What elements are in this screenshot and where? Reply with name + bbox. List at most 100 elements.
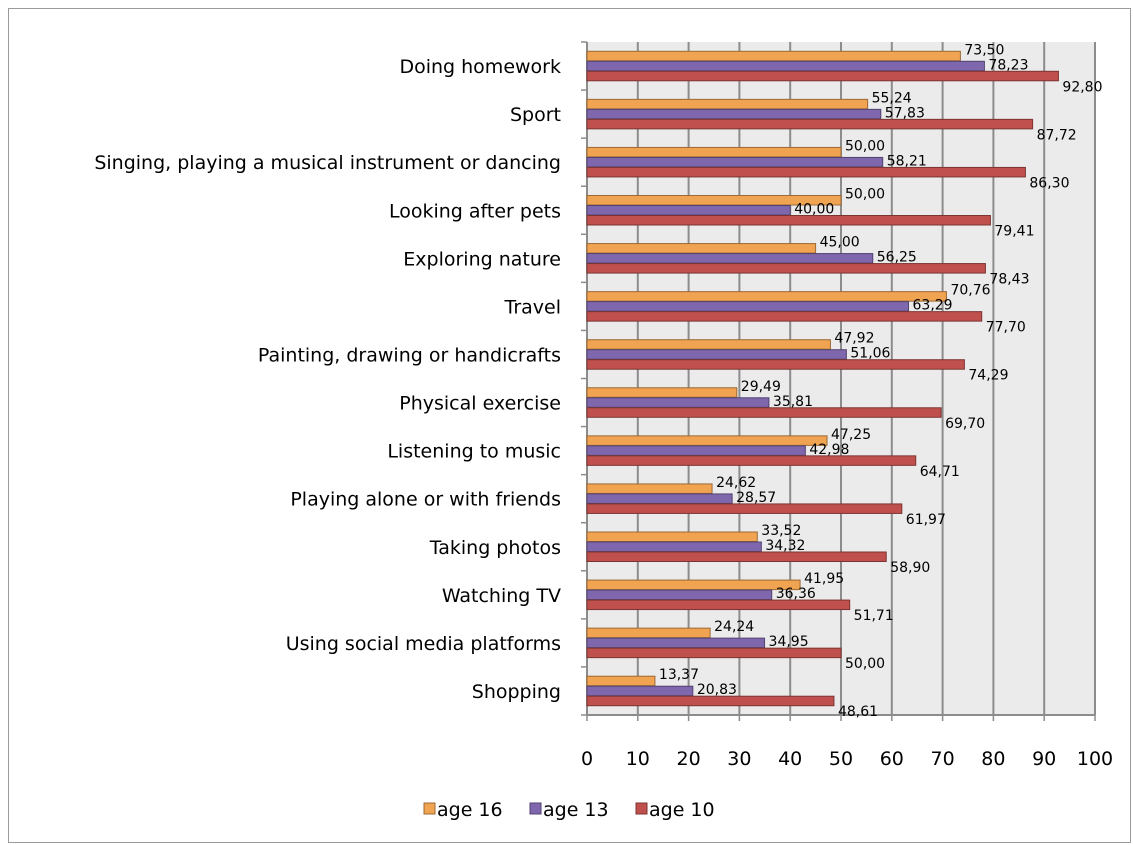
data-label: 51,06 <box>850 346 890 362</box>
category-label: Exploring nature <box>403 248 561 270</box>
bar-age-16 <box>586 339 831 350</box>
data-label: 13,37 <box>659 667 699 683</box>
bar-age-10 <box>586 70 1059 82</box>
category-label: Travel <box>504 296 561 318</box>
x-tick-label: 20 <box>677 748 701 770</box>
bar-age-10 <box>586 647 842 659</box>
category-label: Taking photos <box>429 537 561 559</box>
data-label: 64,71 <box>920 464 960 480</box>
category-label: Sport <box>510 104 561 126</box>
x-tick-label: 60 <box>880 748 904 770</box>
category-label: Doing homework <box>399 56 561 78</box>
bar-age-13 <box>586 397 770 408</box>
data-label: 57,83 <box>885 105 925 121</box>
bar-age-10 <box>586 599 851 611</box>
data-label: 92,80 <box>1062 79 1102 95</box>
bar-age-13 <box>586 60 985 72</box>
x-tick-label: 50 <box>829 748 853 770</box>
bar-age-13 <box>586 541 762 552</box>
bar-age-10 <box>586 695 835 707</box>
data-label: 51,71 <box>854 608 894 624</box>
bar-age-16 <box>586 50 961 62</box>
data-label: 69,70 <box>945 416 985 432</box>
bar-age-13 <box>586 637 766 649</box>
data-label: 56,25 <box>877 250 917 266</box>
x-tick-label: 70 <box>931 748 955 770</box>
bar-age-13 <box>586 445 806 456</box>
bar-age-10 <box>586 503 903 514</box>
data-label: 70,76 <box>950 283 990 299</box>
bar-age-13 <box>586 589 773 601</box>
data-label: 78,23 <box>988 57 1028 73</box>
data-label: 74,29 <box>968 368 1008 384</box>
data-label: 50,00 <box>845 187 885 203</box>
bar-age-13 <box>586 205 791 216</box>
bar-age-13 <box>586 156 884 168</box>
data-label: 29,49 <box>741 379 781 395</box>
bar-age-16 <box>586 627 711 639</box>
x-tick-label: 0 <box>581 748 593 770</box>
category-label: Looking after pets <box>389 200 561 222</box>
bar-age-10 <box>586 359 965 370</box>
data-label: 36,36 <box>776 586 816 602</box>
bar-age-16 <box>586 98 869 110</box>
data-label: 58,90 <box>890 560 930 576</box>
data-label: 40,00 <box>794 202 834 218</box>
data-label: 58,21 <box>887 153 927 169</box>
bar-age-10 <box>586 118 1034 130</box>
x-tick-label: 100 <box>1077 748 1113 770</box>
legend-swatch <box>529 802 542 815</box>
bar-age-16 <box>586 675 656 687</box>
data-label: 48,61 <box>838 704 878 720</box>
data-label: 24,62 <box>716 475 756 491</box>
bar-age-10 <box>586 551 887 562</box>
bar-age-10 <box>586 215 991 226</box>
data-label: 42,98 <box>809 442 849 458</box>
x-tick-label: 80 <box>981 748 1005 770</box>
data-label: 55,24 <box>872 90 912 106</box>
category-label: Playing alone or with friends <box>290 489 561 511</box>
data-label: 28,57 <box>736 490 776 506</box>
category-label: Physical exercise <box>399 393 561 415</box>
legend-swatch <box>635 802 648 815</box>
bar-age-10 <box>586 455 917 466</box>
bar-age-10 <box>586 407 942 418</box>
bar-age-16 <box>586 483 713 494</box>
data-label: 34,95 <box>769 634 809 650</box>
data-label: 78,43 <box>989 272 1029 288</box>
data-label: 79,41 <box>994 224 1034 240</box>
data-label: 45,00 <box>820 235 860 251</box>
data-label: 47,25 <box>831 427 871 443</box>
bar-age-13 <box>586 685 694 697</box>
bar-age-10 <box>586 311 983 322</box>
category-label: Watching TV <box>442 585 561 607</box>
data-label: 20,83 <box>697 682 737 698</box>
data-label: 63,29 <box>913 298 953 314</box>
legend-label: age 13 <box>543 799 609 821</box>
bar-age-13 <box>586 349 847 360</box>
bar-age-13 <box>586 253 874 264</box>
bar-age-13 <box>586 493 733 504</box>
legend-label: age 16 <box>437 799 503 821</box>
data-label: 61,97 <box>906 512 946 528</box>
bar-age-13 <box>586 301 910 312</box>
category-label: Painting, drawing or handicrafts <box>258 344 561 366</box>
data-label: 35,81 <box>773 394 813 410</box>
category-label: Shopping <box>472 681 561 703</box>
data-label: 41,95 <box>804 571 844 587</box>
data-label: 87,72 <box>1037 127 1077 143</box>
category-label: Listening to music <box>387 441 561 463</box>
bar-age-16 <box>586 243 817 254</box>
data-label: 77,70 <box>986 320 1026 336</box>
bar-age-16 <box>586 291 947 302</box>
bar-age-10 <box>586 263 986 274</box>
data-label: 34,32 <box>765 538 805 554</box>
bar-age-13 <box>586 108 882 120</box>
data-label: 86,30 <box>1029 175 1069 191</box>
category-label: Using social media platforms <box>286 633 561 655</box>
bar-age-16 <box>586 387 738 398</box>
bar-age-10 <box>586 166 1026 178</box>
legend-label: age 10 <box>649 799 715 821</box>
category-label: Singing, playing a musical instrument or… <box>94 152 561 174</box>
bar-age-16 <box>586 579 801 591</box>
